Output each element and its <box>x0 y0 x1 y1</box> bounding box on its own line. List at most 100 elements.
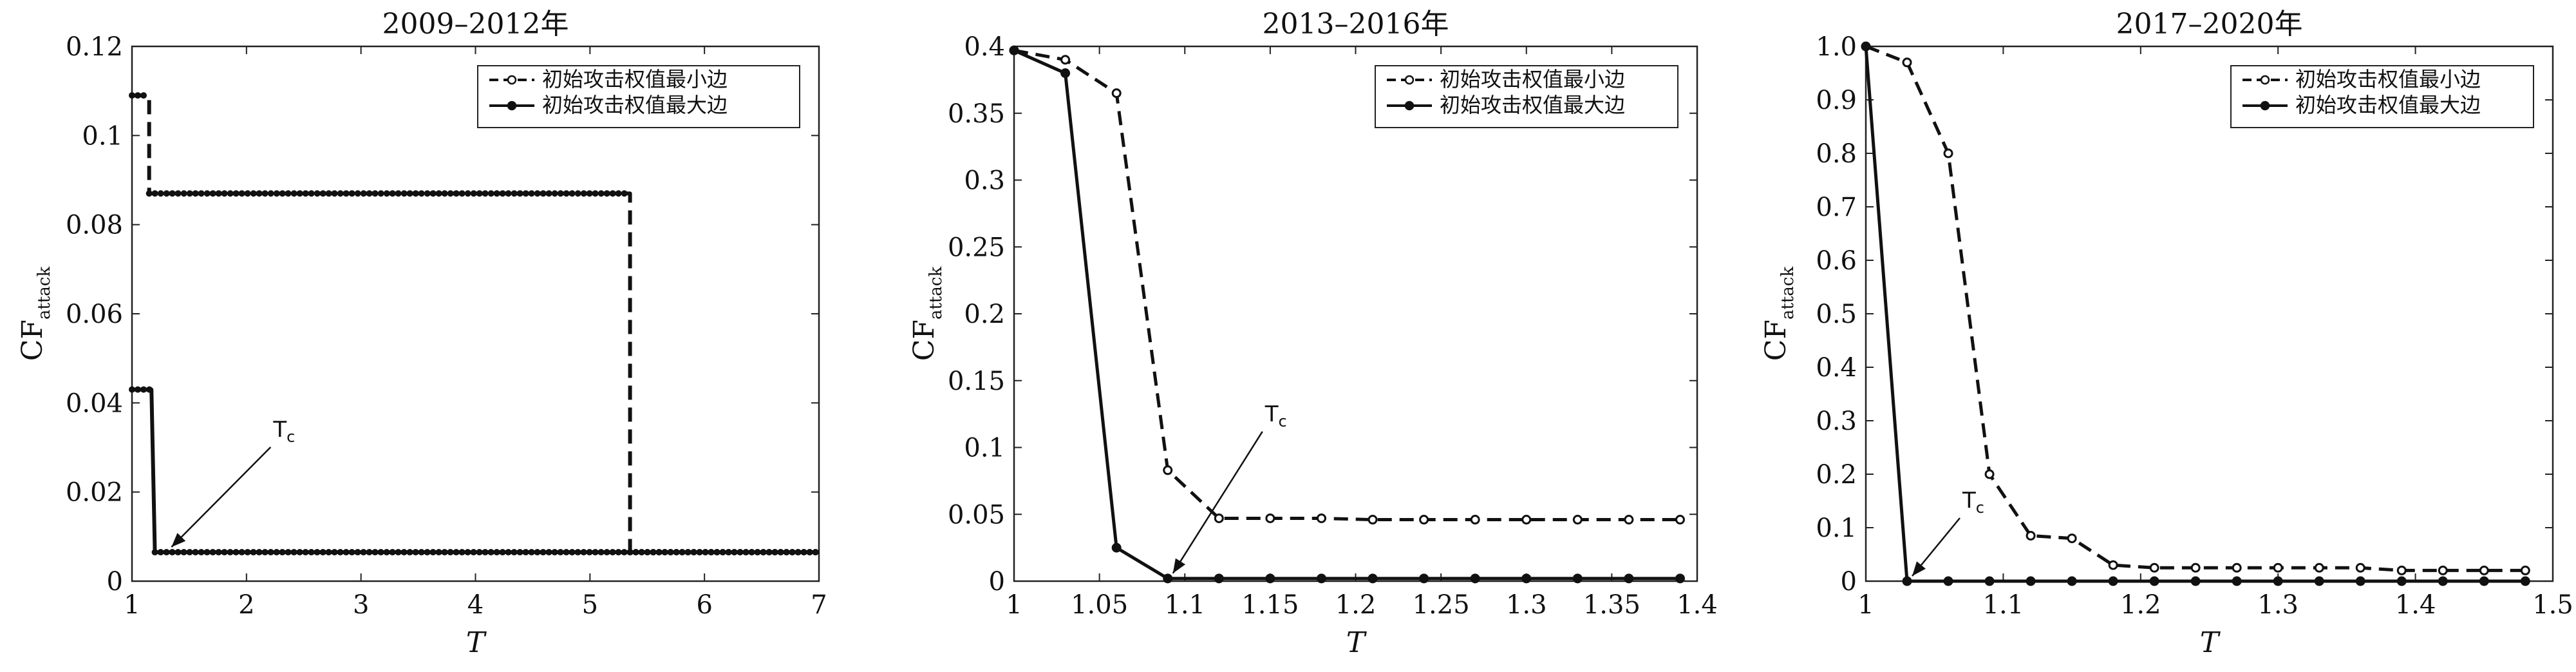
x-axis-label: T <box>2200 626 2221 659</box>
data-point <box>1572 573 1583 584</box>
y-tick-label: 0.06 <box>66 300 123 329</box>
y-tick-label: 0.1 <box>964 434 1005 463</box>
data-point <box>2314 576 2324 586</box>
x-tick-label: 1.2 <box>1335 590 1377 620</box>
data-point <box>1470 573 1480 584</box>
legend-label: 初始攻击权值最大边 <box>1440 93 1625 117</box>
chart-3: 2017–2020年 1 1.1 1.2 1.3 1.4 1.5 0 0.1 0.2 0.3 0.4 0… <box>1760 8 2573 659</box>
data-point <box>377 190 384 197</box>
data-point <box>1419 573 1429 584</box>
data-point <box>296 549 303 556</box>
y-axis-label-sub: attack <box>926 267 946 320</box>
data-point <box>256 549 263 556</box>
x-tick-label: 1.3 <box>1506 590 1547 620</box>
data-point <box>2108 576 2118 586</box>
data-point <box>551 549 558 556</box>
data-point <box>429 549 437 556</box>
data-point <box>296 190 303 197</box>
data-point <box>511 190 518 197</box>
data-point <box>261 549 268 556</box>
legend-label: 初始攻击权值最大边 <box>2295 93 2481 117</box>
data-point <box>337 549 344 556</box>
data-point <box>783 549 790 556</box>
x-tick-label: 3 <box>353 590 369 620</box>
data-point <box>140 386 147 393</box>
data-point <box>458 549 465 556</box>
tc-annotation-sub: c <box>287 428 295 446</box>
tc-annotation: Tc <box>1264 401 1287 430</box>
data-point <box>650 549 657 556</box>
data-point <box>360 190 367 197</box>
x-tick-label: 1.4 <box>1677 590 1718 620</box>
data-point <box>742 549 749 556</box>
data-point <box>424 190 431 197</box>
data-point <box>725 549 732 556</box>
data-point <box>516 549 523 556</box>
data-point <box>146 386 153 393</box>
data-point <box>638 549 645 556</box>
data-point <box>418 549 425 556</box>
data-point <box>673 549 680 556</box>
data-point <box>192 549 199 556</box>
tc-annotation: Tc <box>272 417 295 446</box>
tc-annotation-sub: c <box>1279 412 1287 430</box>
data-point <box>429 190 437 197</box>
data-point <box>1316 513 1326 523</box>
y-axis-label: CFattack <box>908 267 946 361</box>
data-point <box>2190 576 2201 586</box>
data-point <box>540 190 547 197</box>
data-point <box>2026 576 2036 586</box>
data-point <box>534 549 541 556</box>
data-point <box>2190 562 2201 573</box>
data-point <box>319 549 326 556</box>
data-point <box>644 549 651 556</box>
data-point <box>163 190 170 197</box>
data-point <box>2026 530 2036 541</box>
data-point <box>180 190 187 197</box>
data-point <box>661 549 668 556</box>
data-point <box>800 549 807 556</box>
data-point <box>574 190 581 197</box>
data-point <box>806 549 813 556</box>
data-point <box>319 190 326 197</box>
data-point <box>2479 565 2489 575</box>
data-point <box>621 549 628 556</box>
data-point <box>366 190 373 197</box>
x-tick-label: 7 <box>811 590 827 620</box>
y-tick-label: 0.8 <box>1816 139 1857 169</box>
y-tick-label: 0.2 <box>1816 460 1857 490</box>
tc-arrow-line <box>1172 431 1263 574</box>
data-point <box>343 190 350 197</box>
data-point <box>1675 573 1685 584</box>
chart-title: 2013–2016年 <box>1263 8 1449 41</box>
data-point <box>244 190 251 197</box>
x-tick-label: 5 <box>582 590 598 620</box>
x-tick-label: 1 <box>1006 590 1022 620</box>
y-tick-label: 0 <box>1841 567 1857 597</box>
data-point <box>2273 562 2283 573</box>
data-point <box>135 92 141 99</box>
data-point <box>1111 542 1122 553</box>
data-point <box>406 190 413 197</box>
data-point <box>597 190 605 197</box>
data-point <box>540 549 547 556</box>
data-point <box>1675 515 1685 525</box>
data-point <box>221 190 228 197</box>
series-line-max-edge <box>132 387 819 555</box>
data-point <box>499 549 506 556</box>
data-point <box>412 190 419 197</box>
data-point <box>708 549 715 556</box>
x-tick-label: 1.35 <box>1583 590 1641 620</box>
data-point <box>731 549 738 556</box>
x-tick-label: 2 <box>238 590 254 620</box>
tc-annotation-main: T <box>1264 401 1279 427</box>
data-point <box>1902 576 1912 586</box>
y-tick-label: 0.1 <box>82 121 123 151</box>
data-point <box>1470 515 1480 525</box>
data-point <box>609 190 616 197</box>
data-point <box>569 190 576 197</box>
legend-label: 初始攻击权值最大边 <box>542 93 728 117</box>
y-tick-label: 0.6 <box>1816 246 1857 276</box>
y-tick-label: 0.02 <box>66 478 123 508</box>
